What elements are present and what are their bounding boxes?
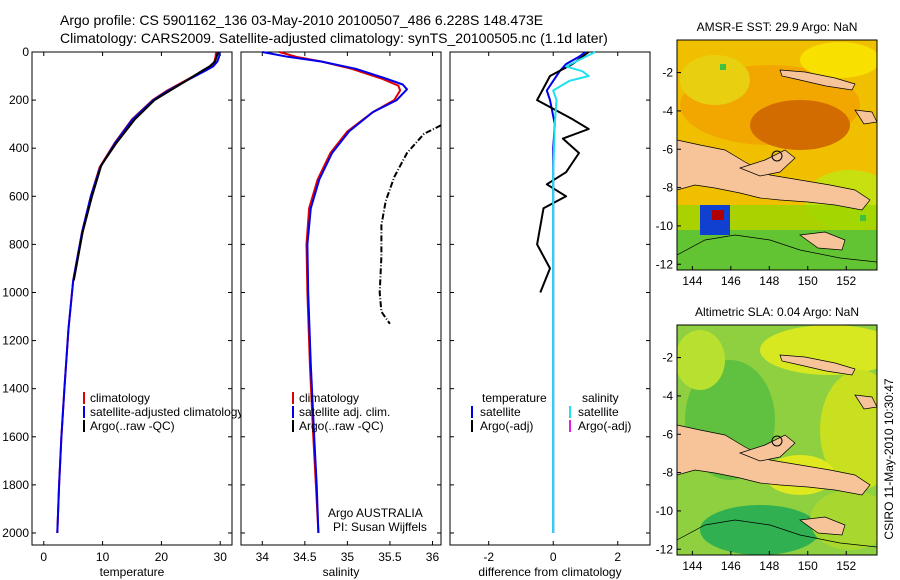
depth-tick-label: 1400 bbox=[2, 382, 29, 396]
salinity-axes bbox=[240, 51, 442, 546]
salinity-series-2 bbox=[378, 124, 442, 325]
difference-xtick-label: 0 bbox=[550, 550, 557, 564]
temperature-xtick-label: 0 bbox=[40, 550, 47, 564]
sst-float-marker bbox=[771, 150, 783, 162]
temperature-xtick-label: 30 bbox=[214, 550, 228, 564]
temperature-xtick-label: 20 bbox=[155, 550, 169, 564]
salinity-xlabel: salinity bbox=[323, 565, 360, 579]
temperature-legend-label: satellite-adjusted climatology bbox=[90, 405, 243, 419]
header-line-2: Climatology: CARS2009. Satellite-adjuste… bbox=[60, 30, 608, 46]
temperature-panel: 0 200 400 600 800 1000 1200 1400 1600 1800 2000 0 10… bbox=[2, 45, 243, 579]
salinity-legend-label: climatology bbox=[299, 391, 359, 405]
temperature-series-2 bbox=[72, 51, 219, 281]
difference-xlabel: difference from climatology bbox=[478, 565, 621, 579]
temperature-xtick-label: 10 bbox=[96, 550, 110, 564]
side-label: CSIRO 11-May-2010 10:30:47 bbox=[882, 378, 896, 540]
difference-legend-label: satellite bbox=[578, 405, 619, 419]
salinity-legend-label: Argo(..raw -QC) bbox=[299, 419, 384, 433]
header-line-1: Argo profile: CS 5901162_136 03-May-2010… bbox=[60, 12, 543, 28]
sst-map-title: AMSR-E SST: 29.9 Argo: NaN bbox=[697, 20, 858, 34]
salinity-xtick-label: 35 bbox=[341, 550, 355, 564]
sst-map-xtick-label: 152 bbox=[836, 274, 856, 288]
salinity-xtick-label: 34 bbox=[256, 550, 270, 564]
sla-map-xtick-label: 148 bbox=[759, 559, 779, 573]
sla-map-xtick-label: 150 bbox=[798, 559, 818, 573]
difference-legend-label: temperature bbox=[482, 391, 547, 405]
difference-legend-label: Argo(-adj) bbox=[578, 419, 631, 433]
sst-map-ytick-label: -2 bbox=[662, 66, 673, 80]
sst-map-frame bbox=[676, 39, 878, 271]
annotation-line-1: Argo AUSTRALIA bbox=[328, 506, 423, 520]
sla-map-frame bbox=[676, 324, 878, 556]
depth-tick-label: 1200 bbox=[2, 334, 29, 348]
salinity-panel: 34 34.5 35 35.5 36 salinity climatologysatelli… bbox=[240, 51, 442, 579]
depth-tick-label: 800 bbox=[9, 237, 29, 251]
sla-map-ytick-label: -10 bbox=[656, 504, 674, 518]
temperature-legend-label: climatology bbox=[90, 391, 150, 405]
difference-xtick-label: 2 bbox=[614, 550, 621, 564]
sst-map-xtick-label: 148 bbox=[759, 274, 779, 288]
sla-float-marker bbox=[771, 435, 783, 447]
temperature-xlabel: temperature bbox=[100, 565, 165, 579]
sst-map-image bbox=[677, 40, 877, 270]
difference-series-1 bbox=[536, 51, 590, 293]
sla-map-ytick-label: -4 bbox=[662, 389, 673, 403]
sla-map-ytick-label: -6 bbox=[662, 427, 673, 441]
salinity-xtick-label: 34.5 bbox=[293, 550, 317, 564]
sla-map-image bbox=[677, 325, 877, 555]
difference-axes bbox=[449, 51, 651, 546]
sla-map-xtick-label: 144 bbox=[682, 559, 702, 573]
temperature-axes bbox=[31, 51, 233, 546]
sla-map-xtick-label: 146 bbox=[721, 559, 741, 573]
salinity-xtick-label: 35.5 bbox=[378, 550, 402, 564]
sst-map-ytick-label: -8 bbox=[662, 181, 673, 195]
sst-map-ytick-label: -10 bbox=[656, 219, 674, 233]
sst-map-xtick-label: 146 bbox=[721, 274, 741, 288]
sst-map-ytick-label: -12 bbox=[656, 257, 674, 271]
salinity-series-1 bbox=[262, 51, 408, 534]
salinity-xtick-label: 36 bbox=[426, 550, 440, 564]
difference-xtick-label: -2 bbox=[483, 550, 494, 564]
difference-legend-label: satellite bbox=[480, 405, 521, 419]
sst-map-ytick-label: -6 bbox=[662, 142, 673, 156]
depth-tick-label: 400 bbox=[9, 141, 29, 155]
sla-map-ytick-label: -12 bbox=[656, 542, 674, 556]
depth-tick-label: 2000 bbox=[2, 526, 29, 540]
depth-tick-label: 1600 bbox=[2, 430, 29, 444]
depth-tick-label: 200 bbox=[9, 93, 29, 107]
sst-map: AMSR-E SST: 29.9 Argo: NaN 144 146 148 bbox=[656, 20, 878, 288]
sla-map-ytick-label: -8 bbox=[662, 466, 673, 480]
depth-tick-label: 600 bbox=[9, 189, 29, 203]
difference-legend-label: Argo(-adj) bbox=[480, 419, 533, 433]
difference-series-2 bbox=[552, 51, 596, 533]
sla-map-title: Altimetric SLA: 0.04 Argo: NaN bbox=[695, 305, 859, 319]
sla-map-xtick-label: 152 bbox=[836, 559, 856, 573]
sla-map-ytick-label: -2 bbox=[662, 351, 673, 365]
difference-legend-label: salinity bbox=[582, 391, 619, 405]
salinity-legend-label: satellite adj. clim. bbox=[299, 405, 390, 419]
depth-tick-label: 0 bbox=[22, 45, 29, 59]
sst-map-ytick-label: -4 bbox=[662, 104, 673, 118]
depth-tick-label: 1800 bbox=[2, 478, 29, 492]
annotation-line-2: PI: Susan Wijffels bbox=[333, 520, 427, 534]
sst-map-xtick-label: 150 bbox=[798, 274, 818, 288]
sla-map: Altimetric SLA: 0.04 Argo: NaN 144 146 148… bbox=[656, 305, 878, 573]
depth-tick-label: 1000 bbox=[2, 285, 29, 299]
temperature-legend-label: Argo(..raw -QC) bbox=[90, 419, 175, 433]
sst-map-xtick-label: 144 bbox=[682, 274, 702, 288]
